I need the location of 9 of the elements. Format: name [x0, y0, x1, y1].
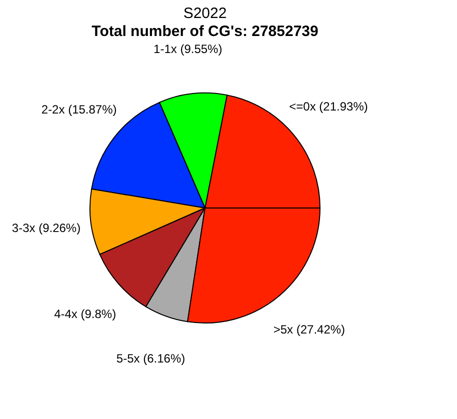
slice-label: >5x (27.42%) [273, 322, 346, 336]
slice-label: 2-2x (15.87%) [41, 102, 117, 116]
slice-label: 5-5x (6.16%) [116, 352, 186, 366]
chart-subtitle: Total number of CG's: 27852739 [92, 22, 318, 40]
chart-title: S2022 [183, 4, 227, 22]
slice-label: 4-4x (9.8%) [54, 306, 116, 321]
slice-label: 3-3x (9.26%) [12, 220, 81, 235]
slice-label: 1-1x (9.55%) [154, 42, 222, 56]
slice-label: <=0x (21.93%) [289, 99, 368, 114]
